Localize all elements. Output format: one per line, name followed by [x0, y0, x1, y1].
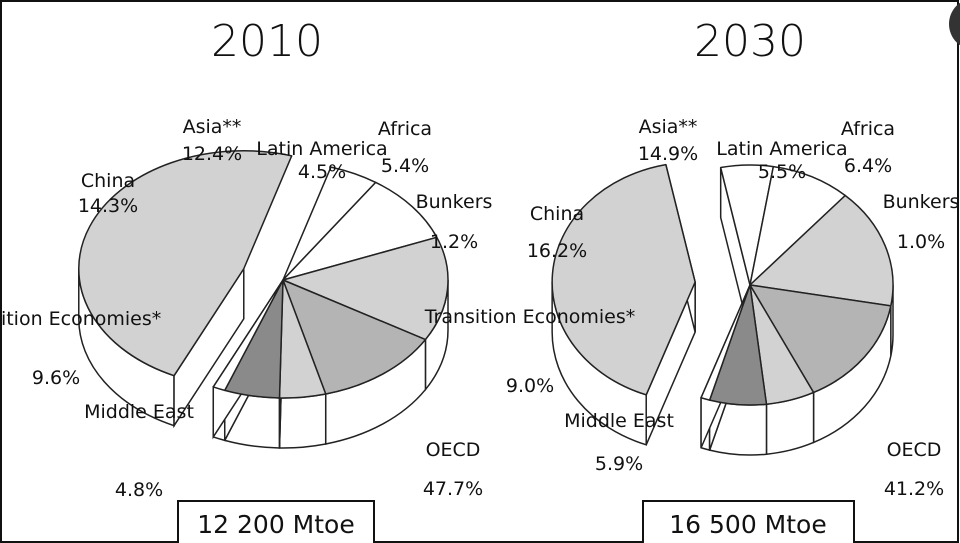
slice-name: OECD [426, 439, 481, 461]
pie-slice-transition-economies [749, 165, 846, 286]
pie-slice-oecd [78, 150, 293, 377]
slice-name: Transition Economies* [0, 308, 161, 330]
total-box: 12 200 Mtoe [177, 500, 375, 543]
pie-slice-bunkers [700, 284, 751, 401]
slice-value-label: 5.5% [758, 161, 806, 183]
slice-value-label: 5.4% [381, 155, 429, 177]
pie-chart-2010: 2010 China 14.3% Asia** 12.4% Latin Amer… [0, 16, 492, 543]
total-label: 12 200 Mtoe [197, 510, 354, 539]
pie-chart-2030: 2030 China 16.2% Asia** 14.9% Latin Amer… [424, 16, 960, 543]
slice-name: Asia** [183, 116, 242, 138]
slice-value-label: 14.3% [78, 195, 138, 217]
slice-name: OECD [887, 439, 942, 461]
pie-slice-china [749, 194, 894, 307]
slice-value-label: 14.9% [638, 143, 698, 165]
slice-value-label: 16.2% [527, 240, 587, 262]
slice-label-asia: Asia** 14.9% [638, 116, 698, 165]
slice-value-label: 41.2% [884, 478, 944, 500]
chart-title: 2030 [694, 16, 806, 67]
slice-label-bunkers: Bunkers 1.2% [416, 191, 493, 253]
slice-label-middle-east: Middle East 4.8% [84, 401, 194, 501]
slice-label-asia: Asia** 12.4% [182, 116, 242, 165]
pie-slice-asia [282, 279, 427, 395]
slice-name: Latin America [716, 138, 847, 160]
slice-value-label: 5.9% [595, 453, 643, 475]
slice-label-middle-east: Middle East 5.9% [564, 410, 674, 475]
slice-name: China [81, 170, 135, 192]
slice-name: Bunkers [416, 191, 493, 213]
slice-value-label: 1.0% [897, 231, 945, 253]
slice-value-label: 9.6% [32, 367, 80, 389]
slice-label-africa: Africa 6.4% [841, 118, 895, 177]
slice-value-label: 4.8% [115, 479, 163, 501]
slice-value-label: 4.5% [298, 161, 346, 183]
slice-value-label: 6.4% [844, 155, 892, 177]
total-label: 16 500 Mtoe [669, 510, 826, 539]
pie-slice-side-latin-america [278, 393, 327, 449]
slice-name: Asia** [639, 116, 698, 138]
slice-label-bunkers: Bunkers 1.0% [883, 191, 960, 253]
slice-value-label: 12.4% [182, 143, 242, 165]
slice-label-china: China 14.3% [78, 170, 138, 217]
slice-label-china: China 16.2% [527, 203, 587, 262]
pie-slice-asia [749, 284, 892, 394]
pie-2010-slices [78, 150, 449, 449]
pie-slice-china [282, 236, 449, 341]
slice-name: Latin America [256, 138, 387, 160]
slice-label-oecd: OECD 41.2% [884, 439, 944, 500]
slice-label-oecd: OECD 47.7% [423, 439, 483, 500]
slice-name: Africa [841, 118, 895, 140]
slice-label-transition-economies: Transition Economies* 9.6% [0, 308, 161, 389]
slice-name: Bunkers [883, 191, 960, 213]
slice-label-latin-america: Latin America 5.5% [716, 138, 847, 183]
slice-label-africa: Africa 5.4% [378, 118, 432, 177]
total-box: 16 500 Mtoe [642, 500, 855, 543]
pie-slice-oecd [551, 163, 696, 396]
slice-label-transition-economies: Transition Economies* 9.0% [424, 306, 636, 397]
slice-name: Middle East [84, 401, 194, 423]
slice-name: Transition Economies* [424, 306, 636, 328]
pie-slice-transition-economies [282, 181, 438, 281]
slice-name: Africa [378, 118, 432, 140]
chart-title: 2010 [211, 16, 323, 67]
slice-name: China [530, 203, 584, 225]
slice-value-label: 47.7% [423, 478, 483, 500]
slice-value-label: 1.2% [430, 231, 478, 253]
pie-slice-bunkers [212, 279, 284, 392]
slice-label-latin-america: Latin America 4.5% [256, 138, 387, 183]
corner-marker [949, 2, 960, 46]
pie-2030-slices [551, 163, 894, 456]
slice-value-label: 9.0% [506, 375, 554, 397]
slice-name: Middle East [564, 410, 674, 432]
